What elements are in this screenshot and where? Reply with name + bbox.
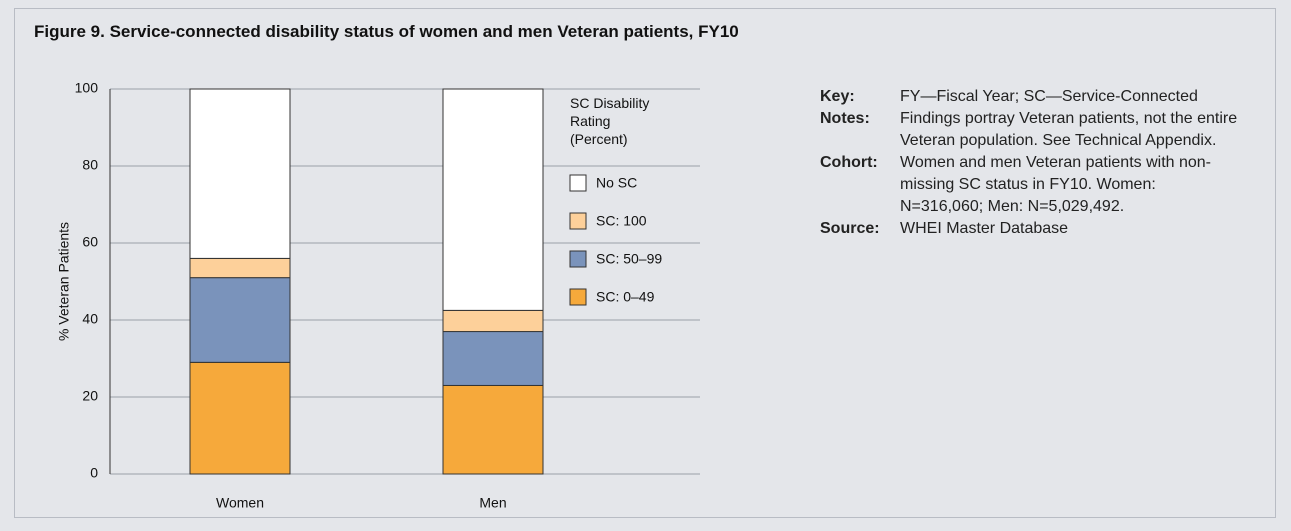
y-tick-label: 80: [82, 157, 98, 173]
y-tick-label: 100: [75, 80, 99, 96]
bar-segment: [442, 331, 544, 386]
note-row: Cohort: Women and men Veteran patients wi…: [820, 152, 1260, 218]
y-tick-label: 60: [82, 234, 98, 250]
bar-segment: [442, 88, 544, 311]
x-tick-label: Women: [216, 495, 264, 511]
note-text: Women and men Veteran patients with non-…: [900, 154, 1211, 215]
legend-swatch: [569, 174, 587, 192]
note-row: Source: WHEI Master Database: [820, 218, 1260, 240]
note-label: Notes:: [820, 110, 870, 127]
legend-label: SC: 100: [596, 213, 647, 229]
y-tick-label: 0: [90, 465, 98, 481]
y-tick-label: 40: [82, 311, 98, 327]
bar-segment: [442, 309, 544, 333]
note-row: Key: FY—Fiscal Year; SC—Service-Connected: [820, 86, 1260, 108]
note-label: Source:: [820, 220, 880, 237]
bar-segment: [189, 277, 291, 363]
legend-label: SC: 0–49: [596, 289, 655, 305]
legend-swatch: [569, 250, 587, 268]
legend-title: SC Disability Rating (Percent): [570, 95, 650, 147]
note-text: WHEI Master Database: [900, 220, 1069, 237]
note-row: Notes: Findings portray Veteran patients,…: [820, 108, 1260, 152]
chart-title: Figure 9. Service-connected disability s…: [34, 22, 739, 41]
y-tick-label: 20: [82, 388, 98, 404]
legend-swatch: [569, 212, 587, 230]
legend-label: SC: 50–99: [596, 251, 662, 267]
legend-swatch: [569, 288, 587, 306]
y-axis-label: % Veteran Patients: [56, 222, 72, 341]
bar-segment: [189, 88, 291, 259]
note-label: Cohort:: [820, 154, 878, 171]
notes: Key: FY—Fiscal Year; SC—Service-Connected…: [820, 86, 1260, 240]
note-text: Findings portray Veteran patients, not t…: [900, 110, 1238, 149]
note-label: Key:: [820, 88, 855, 105]
bar-segment: [442, 384, 544, 475]
bar-segment: [189, 361, 291, 475]
frame: [14, 8, 1276, 518]
bar-segment: [189, 257, 291, 279]
note-text: FY—Fiscal Year; SC—Service-Connected: [900, 88, 1198, 105]
legend-label: No SC: [596, 175, 637, 191]
x-tick-label: Men: [479, 495, 506, 511]
